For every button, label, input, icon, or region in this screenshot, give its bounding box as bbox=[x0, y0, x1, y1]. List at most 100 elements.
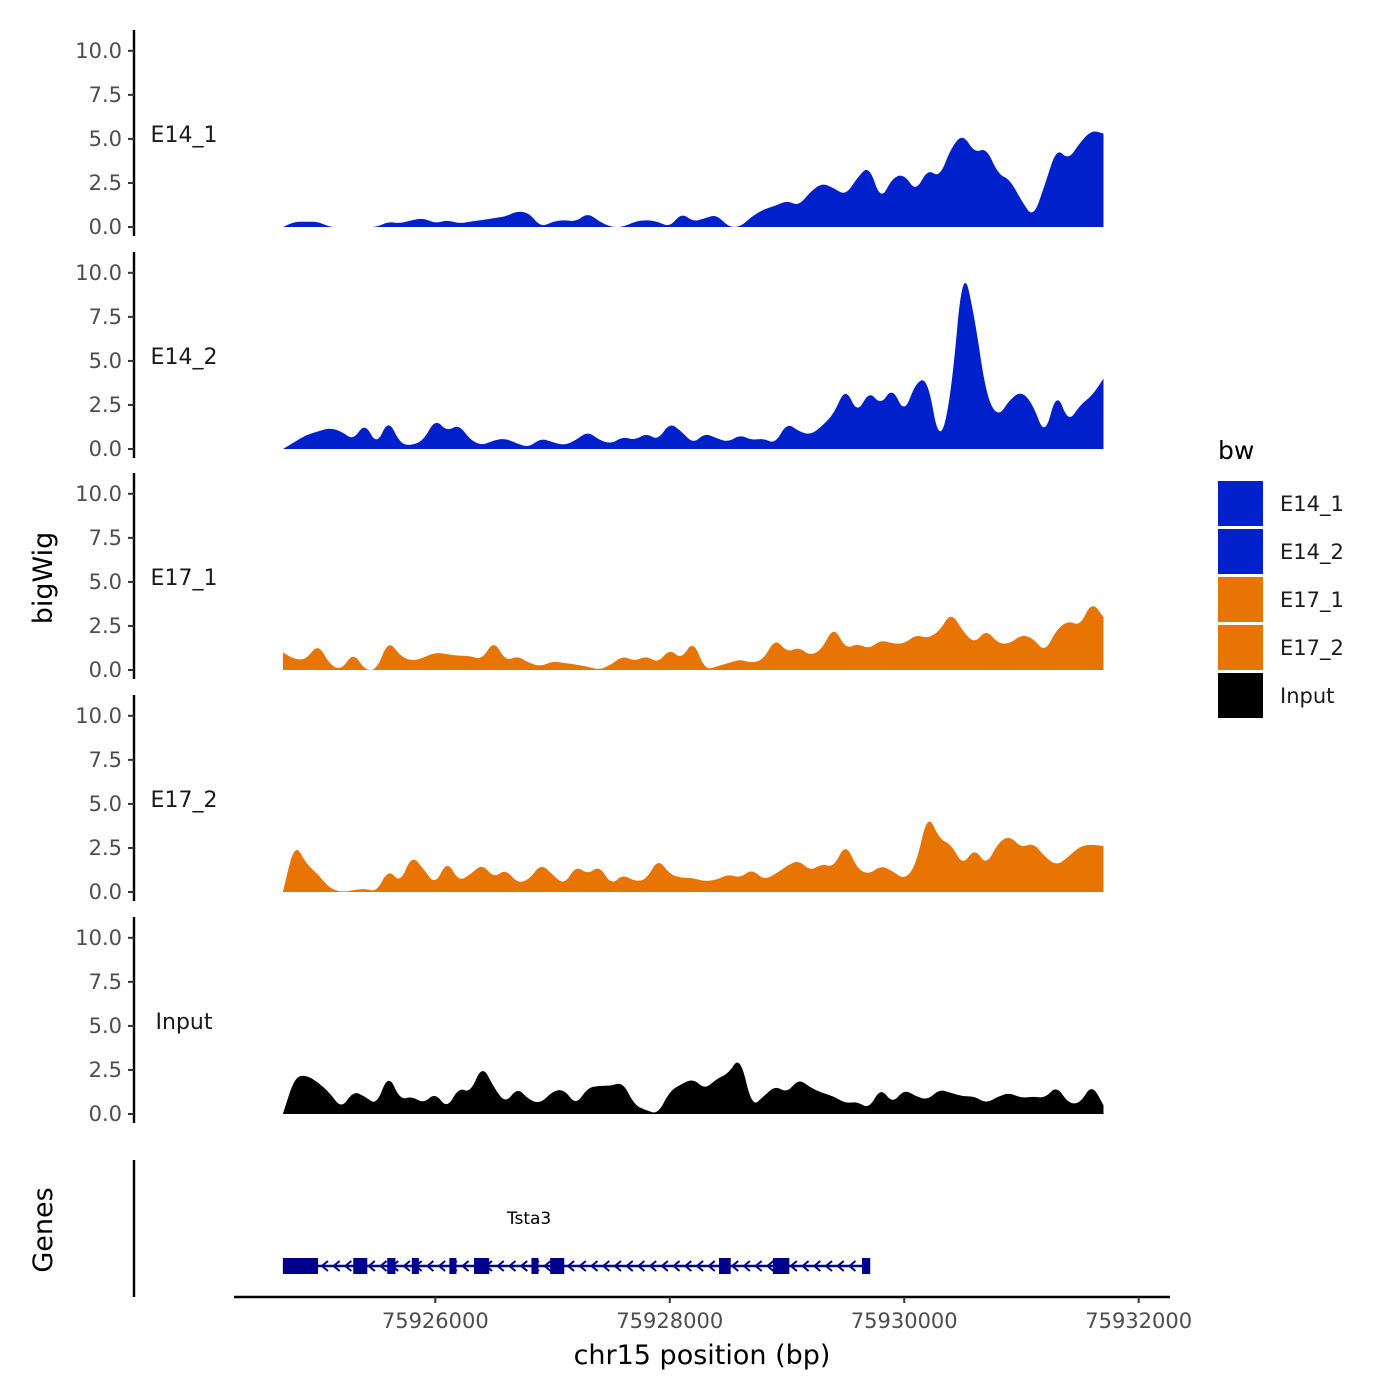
strand-arrow bbox=[836, 1260, 845, 1272]
y-tick-label: 7.5 bbox=[89, 748, 122, 772]
track-label-e17_2: E17_2 bbox=[151, 788, 218, 813]
y-tick-label: 2.5 bbox=[89, 614, 122, 638]
gene-exon bbox=[473, 1258, 490, 1274]
gene-exon bbox=[718, 1258, 731, 1274]
strand-arrow bbox=[425, 1260, 435, 1272]
y-tick-label: 2.5 bbox=[89, 1058, 122, 1082]
y-tick-label: 5.0 bbox=[89, 570, 122, 594]
y-tick-label: 7.5 bbox=[89, 83, 122, 107]
signal-area-e17_1 bbox=[282, 606, 1104, 670]
legend: bw E14_1 E14_2 E17_1 E17_2 Input bbox=[1218, 436, 1344, 718]
y-tick-label: 0.0 bbox=[89, 658, 122, 682]
gene-exon bbox=[531, 1258, 539, 1274]
track-label-e14_1: E14_1 bbox=[151, 123, 218, 148]
legend-label-input: Input bbox=[1280, 684, 1334, 708]
legend-key-e14_1 bbox=[1218, 481, 1263, 526]
x-axis-title: chr15 position (bp) bbox=[574, 1340, 831, 1371]
strand-arrow bbox=[648, 1260, 657, 1272]
legend-key-e14_2 bbox=[1218, 529, 1263, 574]
legend-key-input bbox=[1218, 673, 1263, 718]
strand-arrow bbox=[507, 1260, 517, 1272]
strand-arrow bbox=[683, 1260, 692, 1272]
strand-arrow bbox=[566, 1260, 575, 1272]
track-label-input: Input bbox=[156, 1010, 213, 1035]
signal-area-e14_2 bbox=[282, 282, 1104, 449]
strand-arrow bbox=[378, 1260, 388, 1272]
y-tick-label: 10.0 bbox=[75, 39, 122, 63]
strand-arrow bbox=[613, 1260, 622, 1272]
gene-exon bbox=[772, 1258, 790, 1274]
legend-key-e17_2 bbox=[1218, 625, 1263, 670]
gene-exon bbox=[550, 1258, 565, 1274]
signal-panels: 0.0 2.5 5.0 7.5 10.0 E14_1 0.0 2.5 5.0 7.5 10.0 E14… bbox=[75, 30, 1104, 1126]
strand-arrow bbox=[437, 1260, 446, 1272]
track-panel-e17_2: 0.0 2.5 5.0 7.5 10.0 E17_2 bbox=[75, 695, 1104, 904]
strand-arrow bbox=[625, 1260, 634, 1272]
legend-key-e17_1 bbox=[1218, 577, 1263, 622]
y-tick-label: 2.5 bbox=[89, 836, 122, 860]
y-tick-label: 0.0 bbox=[89, 880, 122, 904]
y-tick-label: 10.0 bbox=[75, 926, 122, 950]
legend-label-e14_2: E14_2 bbox=[1280, 540, 1344, 565]
strand-arrow bbox=[496, 1260, 505, 1272]
track-panel-e14_1: 0.0 2.5 5.0 7.5 10.0 E14_1 bbox=[75, 30, 1104, 239]
y-tick-label: 7.5 bbox=[89, 305, 122, 329]
y-tick-label: 0.0 bbox=[89, 437, 122, 461]
track-panel-input: 0.0 2.5 5.0 7.5 10.0 Input bbox=[75, 917, 1104, 1126]
strand-arrow bbox=[367, 1260, 376, 1272]
strand-arrow bbox=[601, 1260, 610, 1272]
track-label-e14_2: E14_2 bbox=[151, 345, 218, 370]
strand-arrow bbox=[660, 1260, 669, 1272]
strand-arrow bbox=[742, 1260, 751, 1272]
strand-arrow bbox=[636, 1260, 646, 1272]
strand-arrow bbox=[332, 1260, 341, 1272]
strand-arrow bbox=[789, 1260, 798, 1272]
y-tick-label: 5.0 bbox=[89, 127, 122, 151]
legend-label-e17_2: E17_2 bbox=[1280, 636, 1344, 661]
y-tick-label: 7.5 bbox=[89, 526, 122, 550]
gene-exon bbox=[449, 1258, 457, 1274]
strand-arrow bbox=[461, 1260, 470, 1272]
gene-exon bbox=[387, 1258, 396, 1274]
track-label-e17_1: E17_1 bbox=[151, 566, 218, 591]
legend-title: bw bbox=[1218, 436, 1254, 465]
strand-arrow bbox=[672, 1260, 681, 1272]
legend-label-e17_1: E17_1 bbox=[1280, 588, 1344, 613]
strand-arrow bbox=[519, 1260, 528, 1272]
signal-area-e17_2 bbox=[282, 821, 1104, 892]
gene-exon bbox=[282, 1258, 319, 1274]
strand-arrow bbox=[543, 1260, 552, 1272]
gene-track-panel: Tsta3 bbox=[132, 1160, 871, 1297]
strand-arrow bbox=[343, 1260, 353, 1272]
strand-arrow bbox=[801, 1260, 810, 1272]
track-panel-e14_2: 0.0 2.5 5.0 7.5 10.0 E14_2 bbox=[75, 252, 1104, 461]
strand-arrow bbox=[695, 1260, 704, 1272]
x-tick-label: 75928000 bbox=[616, 1309, 723, 1333]
y-tick-label: 7.5 bbox=[89, 970, 122, 994]
legend-label-e14_1: E14_1 bbox=[1280, 492, 1344, 517]
strand-arrow bbox=[730, 1260, 739, 1272]
y-tick-label: 0.0 bbox=[89, 1102, 122, 1126]
strand-arrow bbox=[578, 1260, 587, 1272]
x-tick-label: 75930000 bbox=[851, 1309, 958, 1333]
strand-arrow bbox=[320, 1260, 329, 1272]
y-tick-label: 5.0 bbox=[89, 792, 122, 816]
gene-exon bbox=[411, 1258, 419, 1274]
strand-arrow bbox=[707, 1260, 716, 1272]
strand-arrow bbox=[589, 1260, 599, 1272]
y-tick-label: 2.5 bbox=[89, 393, 122, 417]
signal-area-e14_1 bbox=[282, 131, 1104, 227]
y-tick-label: 10.0 bbox=[75, 704, 122, 728]
y-tick-label: 10.0 bbox=[75, 261, 122, 285]
gene-name-label: Tsta3 bbox=[506, 1209, 551, 1229]
x-tick-label: 75932000 bbox=[1085, 1309, 1192, 1333]
gene-exon bbox=[353, 1258, 368, 1274]
strand-arrow bbox=[847, 1260, 857, 1272]
y-tick-label: 2.5 bbox=[89, 171, 122, 195]
strand-arrow bbox=[402, 1260, 411, 1272]
strand-arrow bbox=[765, 1260, 775, 1272]
y-tick-label: 10.0 bbox=[75, 482, 122, 506]
strand-arrow bbox=[824, 1260, 833, 1272]
gene-exon bbox=[862, 1258, 871, 1274]
